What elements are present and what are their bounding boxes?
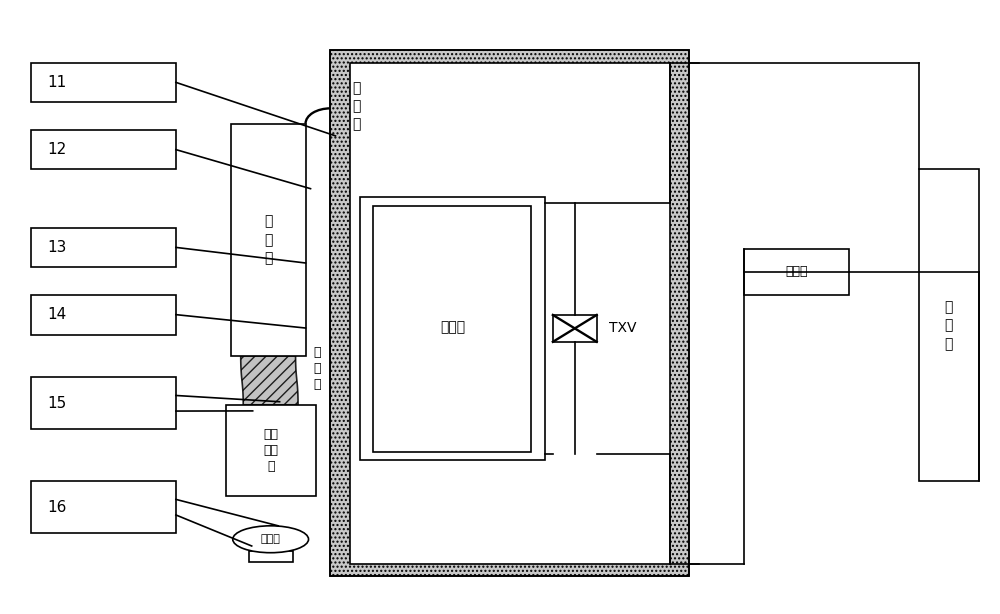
Text: 12: 12 bbox=[47, 142, 67, 157]
Text: 14: 14 bbox=[47, 307, 67, 322]
FancyBboxPatch shape bbox=[31, 228, 176, 267]
FancyBboxPatch shape bbox=[350, 63, 670, 564]
FancyBboxPatch shape bbox=[249, 551, 293, 562]
Ellipse shape bbox=[233, 526, 309, 553]
FancyBboxPatch shape bbox=[31, 63, 176, 103]
Text: 冷
凝
器: 冷 凝 器 bbox=[945, 300, 953, 351]
FancyBboxPatch shape bbox=[31, 481, 176, 533]
FancyBboxPatch shape bbox=[360, 197, 545, 460]
Text: 共振
消音
腔: 共振 消音 腔 bbox=[263, 428, 278, 473]
Text: 保
温
管: 保 温 管 bbox=[314, 346, 321, 391]
Text: 压缩机: 压缩机 bbox=[785, 265, 808, 278]
Text: TXV: TXV bbox=[609, 321, 636, 335]
FancyBboxPatch shape bbox=[31, 377, 176, 429]
FancyBboxPatch shape bbox=[919, 169, 979, 481]
FancyBboxPatch shape bbox=[744, 249, 849, 295]
FancyBboxPatch shape bbox=[373, 206, 531, 452]
FancyBboxPatch shape bbox=[226, 405, 316, 497]
Text: 16: 16 bbox=[47, 500, 67, 515]
Text: 蒸发器: 蒸发器 bbox=[441, 320, 466, 334]
FancyBboxPatch shape bbox=[330, 50, 689, 576]
FancyBboxPatch shape bbox=[31, 130, 176, 169]
Text: 11: 11 bbox=[47, 75, 67, 90]
FancyBboxPatch shape bbox=[231, 123, 306, 356]
Text: 消
音
器: 消 音 器 bbox=[264, 214, 272, 265]
FancyBboxPatch shape bbox=[31, 295, 176, 335]
Text: 13: 13 bbox=[47, 240, 67, 255]
Text: 隔
音
间: 隔 音 间 bbox=[352, 81, 361, 131]
Polygon shape bbox=[241, 356, 298, 405]
Text: 15: 15 bbox=[47, 396, 67, 411]
Text: 鼓风机: 鼓风机 bbox=[261, 534, 281, 544]
